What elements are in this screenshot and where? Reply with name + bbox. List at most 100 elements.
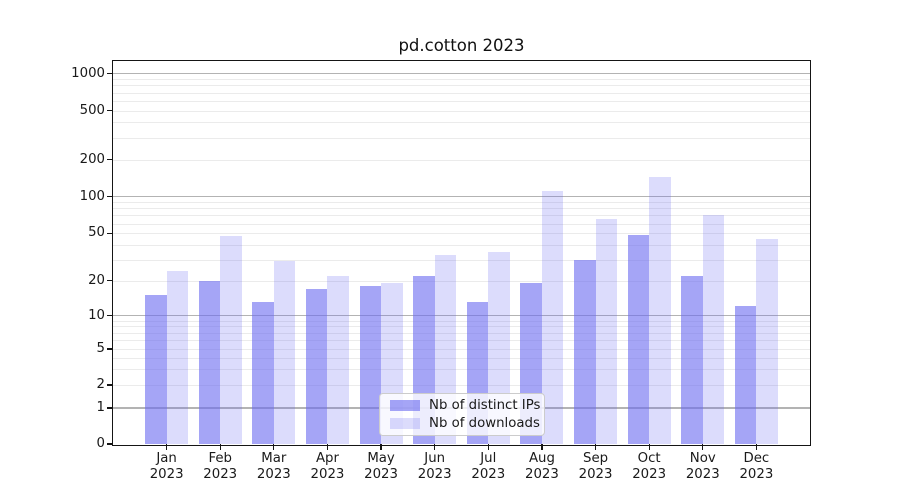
y-tick-label-2: 2: [96, 377, 105, 392]
gridline-200: [113, 159, 810, 161]
y-tick-10: [107, 315, 113, 317]
y-tick-200: [107, 158, 113, 161]
gridline-400: [113, 122, 810, 124]
x-tick-label-mar: Mar 2023: [256, 451, 291, 482]
plot-area: [113, 61, 810, 444]
y-tick-label-200: 200: [79, 151, 105, 167]
chart-title: pd.cotton 2023: [398, 36, 525, 55]
bar-jan-downloads: [166, 271, 189, 444]
x-tick-label-jul: Jul 2023: [471, 451, 506, 482]
x-tick-label-apr: Apr 2023: [310, 451, 345, 482]
gridline-80: [113, 208, 810, 210]
x-tick-label-feb: Feb 2023: [203, 451, 238, 482]
x-tick-aug: [541, 444, 543, 450]
x-tick-label-oct: Oct 2023: [632, 451, 667, 482]
bar-sep-distinct-ips: [574, 259, 596, 444]
gridline-30: [113, 259, 810, 261]
gridline-90: [113, 202, 810, 204]
x-tick-label-may: May 2023: [364, 451, 398, 482]
gridline-100: [113, 195, 810, 198]
gridline-60: [113, 223, 810, 225]
bar-oct-downloads: [649, 176, 671, 444]
bar-mar-distinct-ips: [252, 302, 274, 444]
bar-feb-downloads: [220, 236, 242, 444]
bar-jan-distinct-ips: [145, 295, 167, 444]
y-tick-1: [107, 407, 113, 409]
gridline-500: [113, 110, 810, 112]
gridline-50: [113, 233, 810, 235]
bar-sep-downloads: [595, 219, 617, 444]
y-tick-0: [107, 443, 113, 445]
gridline-8: [113, 326, 810, 328]
x-tick-sep: [594, 444, 597, 450]
bar-dec-downloads: [756, 238, 778, 444]
gridline-10: [113, 315, 810, 317]
gridline-70: [113, 215, 810, 217]
bar-mar-downloads: [273, 261, 296, 444]
y-tick-1000: [107, 72, 113, 75]
y-tick-50: [107, 232, 113, 234]
x-tick-label-aug: Aug 2023: [525, 451, 559, 482]
bar-dec-distinct-ips: [734, 306, 757, 444]
y-tick-label-10: 10: [88, 307, 105, 323]
x-tick-label-jan: Jan 2023: [149, 451, 184, 482]
gridline-3: [113, 369, 810, 371]
bar-apr-distinct-ips: [306, 288, 328, 444]
legend-label-distinct-ips: Nb of distinct IPs: [429, 398, 541, 414]
gridline-40: [113, 244, 810, 246]
y-tick-label-500: 500: [79, 102, 105, 118]
x-tick-dec: [755, 444, 758, 450]
y-tick-label-0: 0: [96, 436, 105, 451]
x-tick-label-jun: Jun 2023: [417, 451, 452, 482]
gridline-2: [113, 385, 810, 386]
gridline-700: [113, 92, 810, 94]
y-tick-500: [107, 109, 113, 112]
y-tick-label-50: 50: [88, 225, 105, 241]
x-tick-label-dec: Dec 2023: [739, 451, 774, 482]
y-tick-100: [107, 195, 113, 198]
gridline-9: [113, 320, 810, 322]
gridline-900: [113, 79, 810, 81]
y-tick-label-1: 1: [96, 400, 105, 415]
y-tick-2: [107, 384, 113, 386]
bar-feb-distinct-ips: [198, 280, 221, 444]
bar-aug-downloads: [541, 191, 564, 444]
x-tick-may: [380, 444, 382, 450]
gridline-5: [113, 349, 810, 350]
y-tick-label-5: 5: [96, 341, 105, 356]
bar-nov-distinct-ips: [681, 275, 703, 444]
gridline-7: [113, 332, 810, 334]
legend: Nb of distinct IPs Nb of downloads: [379, 393, 545, 436]
gridline-1000: [113, 72, 810, 75]
bar-apr-downloads: [327, 275, 349, 444]
x-tick-jan: [165, 444, 168, 450]
gridline-6: [113, 340, 810, 342]
gridline-800: [113, 85, 810, 87]
y-tick-5: [107, 348, 113, 350]
bar-may-distinct-ips: [359, 285, 382, 444]
gridline-4: [113, 357, 810, 359]
legend-swatch-downloads: [390, 417, 420, 429]
legend-item-downloads: Nb of downloads: [390, 416, 540, 431]
x-tick-label-sep: Sep 2023: [578, 451, 613, 482]
gridline-600: [113, 100, 810, 102]
x-tick-jul: [487, 444, 489, 450]
x-tick-feb: [219, 444, 221, 450]
legend-label-downloads: Nb of downloads: [429, 415, 540, 431]
x-tick-mar: [273, 444, 275, 450]
legend-item-distinct-ips: Nb of distinct IPs: [390, 398, 540, 413]
x-tick-label-nov: Nov 2023: [685, 451, 720, 482]
x-tick-nov: [702, 444, 704, 450]
legend-swatch-distinct-ips: [390, 400, 420, 412]
y-tick-label-20: 20: [88, 272, 105, 288]
y-tick-label-1000: 1000: [71, 65, 105, 81]
x-tick-jun: [434, 444, 436, 450]
y-tick-label-100: 100: [79, 188, 105, 204]
gridline-300: [113, 137, 810, 139]
bar-nov-downloads: [702, 214, 725, 444]
bar-oct-distinct-ips: [627, 235, 650, 444]
gridline-20: [113, 280, 810, 282]
y-tick-20: [107, 279, 113, 282]
x-tick-apr: [326, 444, 329, 450]
